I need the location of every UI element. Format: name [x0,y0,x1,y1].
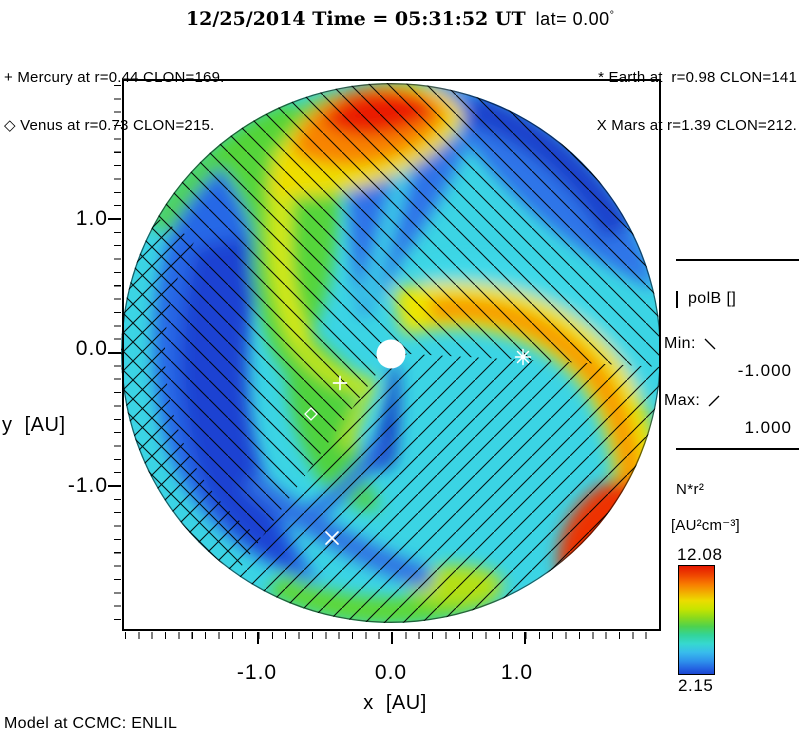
mercury-legend: + Mercury at r=0.44 CLON=169. [4,69,225,86]
mercury-marker [332,375,348,391]
x-major-tick-0 [391,632,393,644]
polb-max-row: Max: [664,392,721,410]
polb-max-label: Max: [664,392,701,409]
plot-frame [122,79,661,631]
mars-legend: X Mars at r=1.39 CLON=212. [596,117,797,134]
positive-polarity-icon [708,395,720,407]
negative-polarity-icon [704,338,716,350]
degree-symbol: ° [609,9,615,22]
outer-planet-legend: * Earth at r=0.98 CLON=141 X Mars at r=1… [597,38,797,166]
x-tick-label-neg1: -1.0 [236,661,278,684]
earth-legend: * Earth at r=0.98 CLON=141 [598,69,797,86]
y-major-tick-1 [108,218,121,220]
y-major-tick-neg1 [108,485,121,487]
y-axis-minor-ticks [114,85,121,622]
polb-legend-bottom-rule [676,448,799,450]
polb-title: polB [] [688,290,737,307]
polb-min-row: Min: [664,335,717,353]
colorbar-quantity-label: N*r² [676,481,705,498]
title-datetime: 12/25/2014 Time = 05:31:52 UT [185,8,526,30]
y-axis-title: y [AU] [2,414,66,436]
y-major-tick-0 [108,352,121,354]
y-tick-label-neg1: -1.0 [67,474,108,497]
venus-marker [304,407,318,421]
polarity-hatching [121,83,661,623]
polb-max-value: 1.000 [744,418,792,437]
polb-min-label: Min: [664,335,696,352]
x-tick-label-0: 0.0 [374,661,408,684]
x-tick-label-1: 1.0 [500,661,534,684]
x-major-tick-neg1 [257,632,259,644]
venus-legend: ◇ Venus at r=0.73 CLON=215. [4,117,215,134]
x-major-tick-1 [524,632,526,644]
y-tick-label-1: 1.0 [75,207,108,230]
title-latitude: lat= 0.00 [535,9,610,29]
polb-legend-top-rule [676,259,799,261]
mars-marker [325,531,339,545]
density-heatmap [121,83,661,623]
colorbar-max-value: 12.08 [677,545,723,564]
y-tick-label-0: 0.0 [75,337,108,360]
colorbar-units-label: [AU²cm⁻³] [671,517,740,534]
polb-title-row: polB [] [676,290,736,308]
polb-min-value: -1.000 [737,361,792,380]
sun-marker [376,339,406,369]
plot-title: 12/25/2014 Time = 05:31:52 UT lat= 0.00° [0,8,800,30]
model-attribution: Model at CCMC: ENLIL [4,715,178,732]
x-axis-title: x [AU] [363,692,427,714]
colorbar-min-value: 2.15 [678,676,714,695]
colorbar-gradient [678,565,715,675]
earth-marker [514,348,532,366]
inner-planet-legend: + Mercury at r=0.44 CLON=169. ◇ Venus at… [4,38,225,166]
field-line-icon [676,290,678,308]
